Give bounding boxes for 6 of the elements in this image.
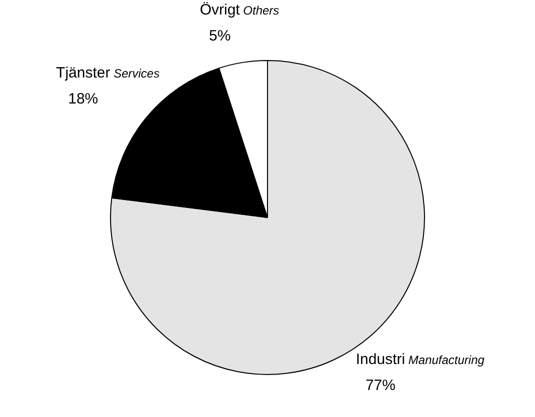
slice-label: Övrigt Others [200,2,280,19]
slice-label: Industri Manufacturing [356,350,485,368]
slice-label: Tjänster Services [56,64,160,82]
data-label: 77% [365,376,396,394]
data-label: 5% [208,28,231,45]
data-label: 18% [68,90,98,108]
